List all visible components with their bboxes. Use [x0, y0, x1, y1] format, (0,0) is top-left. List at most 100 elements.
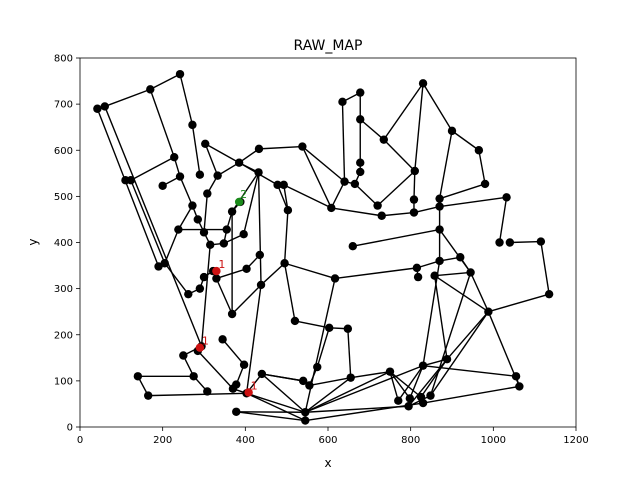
x-tick-label: 1000 — [481, 435, 506, 446]
graph-node — [188, 121, 196, 129]
x-tick-label: 400 — [236, 435, 255, 446]
graph-node — [502, 193, 510, 201]
graph-node — [435, 257, 443, 265]
graph-node — [280, 259, 288, 267]
graph-node — [200, 273, 208, 281]
graph-node — [194, 215, 202, 223]
graph-node — [506, 238, 514, 246]
graph-node — [410, 195, 418, 203]
graph-node — [240, 361, 248, 369]
graph-node — [134, 372, 142, 380]
graph-node — [255, 145, 263, 153]
graph-node — [351, 180, 359, 188]
graph-node — [466, 268, 474, 276]
graph-node — [325, 324, 333, 332]
graph-node — [327, 204, 335, 212]
graph-node — [481, 180, 489, 188]
graph-node — [174, 225, 182, 233]
graph-node — [206, 241, 214, 249]
graph-node — [515, 382, 523, 390]
graph-node — [305, 381, 313, 389]
graph-node — [170, 153, 178, 161]
graph-node — [404, 402, 412, 410]
graph-node — [356, 115, 364, 123]
graph-node — [394, 397, 402, 405]
graph-node — [196, 170, 204, 178]
graph-node — [220, 239, 228, 247]
graph-node — [228, 207, 236, 215]
y-tick-label: 0 — [67, 423, 73, 434]
graph-node — [223, 225, 231, 233]
goal-label: 1 — [218, 258, 225, 271]
x-tick-label: 200 — [153, 435, 172, 446]
graph-node — [212, 274, 220, 282]
y-tick-label: 500 — [54, 192, 73, 203]
graph-node — [356, 88, 364, 96]
graph-node — [430, 272, 438, 280]
graph-node — [435, 194, 443, 202]
graph-node — [414, 273, 422, 281]
graph-node — [144, 391, 152, 399]
graph-node — [242, 265, 250, 273]
goal-label: 1 — [202, 335, 209, 348]
graph-node — [356, 159, 364, 167]
graph-node — [419, 361, 427, 369]
graph-node — [188, 201, 196, 209]
graph-node — [176, 70, 184, 78]
graph-node — [301, 416, 309, 424]
graph-node — [443, 355, 451, 363]
x-tick-label: 1200 — [563, 435, 588, 446]
graph-node — [254, 168, 262, 176]
graph-node — [344, 325, 352, 333]
graph-node — [456, 253, 464, 261]
y-tick-label: 700 — [54, 100, 73, 111]
graph-node — [373, 201, 381, 209]
graph-node — [411, 167, 419, 175]
graph-node — [176, 172, 184, 180]
graph-edge — [414, 171, 415, 200]
y-tick-label: 300 — [54, 284, 73, 295]
x-tick-label: 0 — [77, 435, 83, 446]
graph-node — [228, 310, 236, 318]
graph-node — [258, 370, 266, 378]
graph-node — [313, 363, 321, 371]
graph-node — [291, 317, 299, 325]
graph-node — [284, 206, 292, 214]
graph-node — [484, 307, 492, 315]
x-axis-label: x — [324, 456, 331, 470]
graph-node — [340, 177, 348, 185]
chart-title: RAW_MAP — [294, 38, 363, 54]
graph-node — [545, 290, 553, 298]
graph-node — [413, 264, 421, 272]
graph-node — [179, 351, 187, 359]
graph-node — [93, 105, 101, 113]
graph-node — [331, 274, 339, 282]
graph-node — [196, 284, 204, 292]
graph-node — [189, 372, 197, 380]
y-axis-label: y — [26, 238, 40, 245]
graph-node — [426, 391, 434, 399]
graph-node — [184, 290, 192, 298]
graph-node — [349, 242, 357, 250]
graph-node — [475, 146, 483, 154]
graph-node — [239, 230, 247, 238]
y-tick-label: 800 — [54, 54, 73, 65]
graph-node — [280, 181, 288, 189]
graph-node — [213, 171, 221, 179]
graph-node — [419, 399, 427, 407]
graph-node — [235, 159, 243, 167]
graph-node — [410, 208, 418, 216]
graph-node — [127, 176, 135, 184]
y-tick-label: 200 — [54, 330, 73, 341]
y-tick-label: 100 — [54, 376, 73, 387]
graph-node — [406, 394, 414, 402]
graph-node — [146, 85, 154, 93]
graph-node — [338, 98, 346, 106]
graph-node — [101, 102, 109, 110]
graph-node — [380, 135, 388, 143]
goal-label: 1 — [251, 379, 258, 392]
graph-node — [158, 182, 166, 190]
graph-node — [298, 142, 306, 150]
graph-node — [512, 372, 520, 380]
